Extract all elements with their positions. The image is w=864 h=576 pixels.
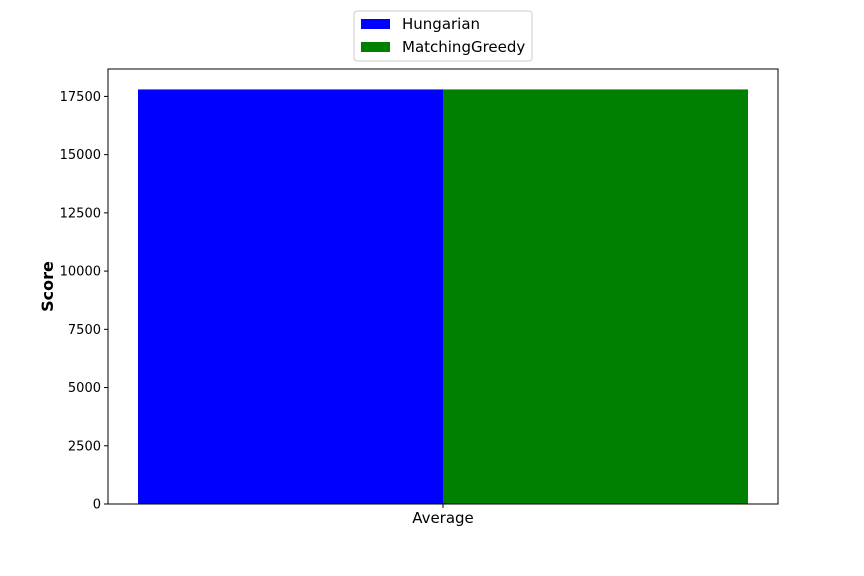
y-tick-label: 0 xyxy=(93,498,101,513)
y-axis: 0 2500 5000 7500 10000 12500 15000 17500 xyxy=(60,90,108,513)
legend-swatch-hungarian xyxy=(361,19,390,29)
y-tick-label: 7500 xyxy=(68,323,101,338)
y-tick-label: 10000 xyxy=(60,265,101,280)
y-axis-title: Score xyxy=(38,261,57,312)
legend-box xyxy=(353,10,533,62)
bar-matchinggreedy-average xyxy=(443,89,748,504)
y-tick-label: 5000 xyxy=(68,381,101,396)
y-tick-label: 15000 xyxy=(60,148,101,163)
legend: Hungarian MatchingGreedy xyxy=(353,10,533,62)
legend-label-matchinggreedy: MatchingGreedy xyxy=(402,38,525,56)
y-tick-label: 2500 xyxy=(68,439,101,454)
y-tick-label: 12500 xyxy=(60,206,101,221)
bars-group xyxy=(138,89,748,504)
legend-label-hungarian: Hungarian xyxy=(402,15,480,33)
y-tick-label: 17500 xyxy=(60,90,101,105)
legend-swatch-matchinggreedy xyxy=(361,42,390,52)
x-axis: Average xyxy=(412,504,474,527)
x-tick-label: Average xyxy=(412,509,474,527)
bar-hungarian-average xyxy=(138,89,443,504)
